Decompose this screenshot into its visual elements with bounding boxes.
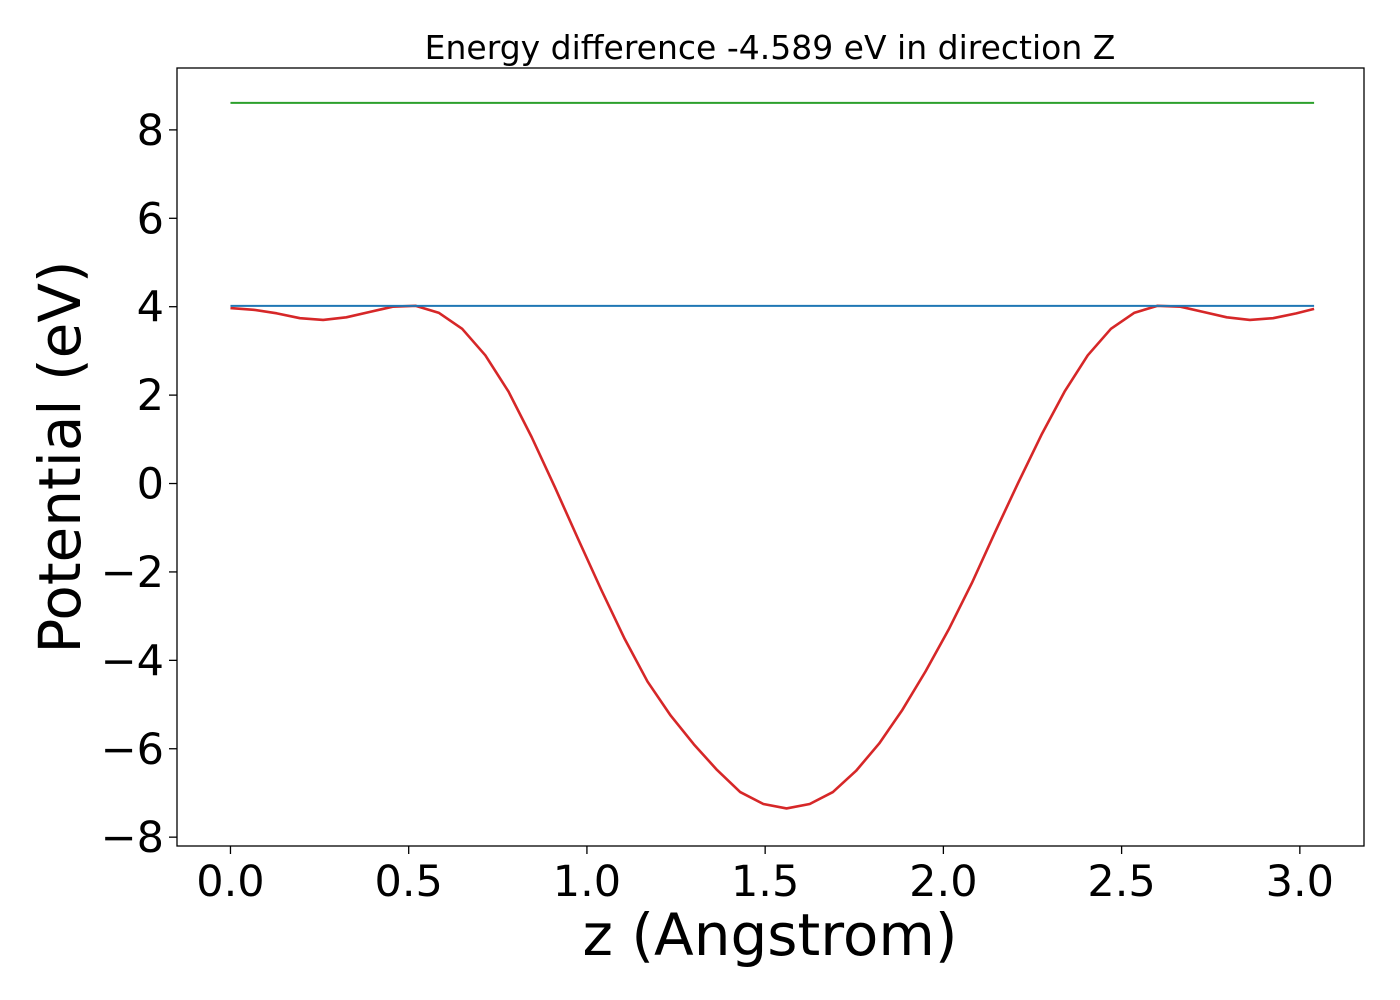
y-tick-label: 6 bbox=[137, 194, 164, 244]
x-tick-label: 2.0 bbox=[909, 857, 977, 907]
x-tick-label: 2.5 bbox=[1087, 857, 1155, 907]
y-tick-label: −2 bbox=[101, 548, 164, 598]
x-tick-label: 1.0 bbox=[553, 857, 621, 907]
y-tick-label: 2 bbox=[137, 371, 164, 421]
y-tick-label: −6 bbox=[101, 725, 164, 775]
y-tick-label: −4 bbox=[101, 636, 164, 686]
y-axis-ticks: −8 −6 −4 −2 0 2 4 6 8 bbox=[101, 106, 177, 863]
x-tick-label: 0.5 bbox=[375, 857, 443, 907]
y-axis-label: Potential (eV) bbox=[26, 260, 94, 653]
x-tick-label: 0.0 bbox=[196, 857, 264, 907]
y-tick-label: −8 bbox=[101, 813, 164, 863]
y-tick-label: 4 bbox=[137, 283, 164, 333]
y-tick-label: 8 bbox=[137, 106, 164, 156]
x-tick-label: 3.0 bbox=[1266, 857, 1334, 907]
series-line-1 bbox=[230, 304, 1315, 810]
plot-frame bbox=[176, 67, 1365, 847]
x-tick-label: 1.5 bbox=[731, 857, 799, 907]
x-axis-ticks: 0.0 0.5 1.0 1.5 2.0 2.5 3.0 bbox=[196, 846, 1334, 907]
y-tick-label: 0 bbox=[137, 460, 164, 510]
x-axis-label: z (Angstrom) bbox=[583, 901, 958, 969]
plot-lines bbox=[230, 101, 1315, 810]
chart-title: Energy difference -4.589 eV in direction… bbox=[425, 28, 1116, 67]
